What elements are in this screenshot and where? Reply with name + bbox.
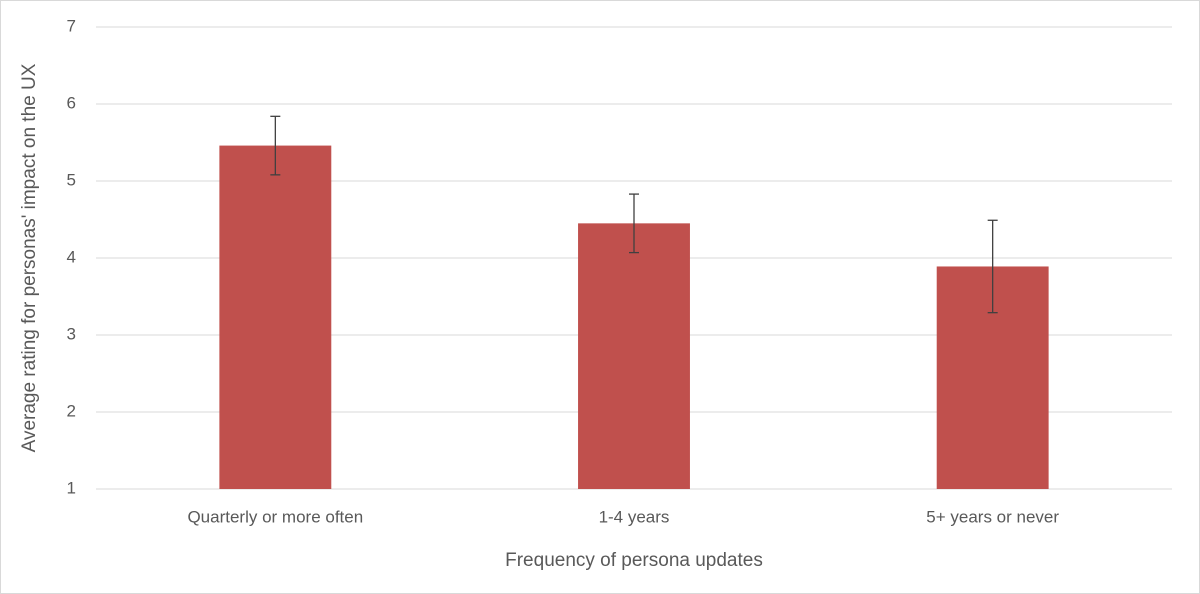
x-tick-label: 1-4 years [599,507,670,526]
y-tick-label: 6 [67,93,76,112]
bar [578,223,690,489]
bar [219,145,332,489]
y-tick-label: 7 [67,16,76,35]
y-tick-label: 1 [67,478,76,497]
x-tick-label: Quarterly or more often [187,507,363,526]
y-tick-label: 5 [67,170,76,189]
y-tick-label: 2 [67,401,76,420]
y-tick-label: 3 [67,324,76,343]
x-axis-title: Frequency of persona updates [505,550,763,571]
y-axis-title: Average rating for personas' impact on t… [19,63,40,452]
y-tick-label: 4 [67,247,76,266]
x-tick-label: 5+ years or never [926,507,1059,526]
